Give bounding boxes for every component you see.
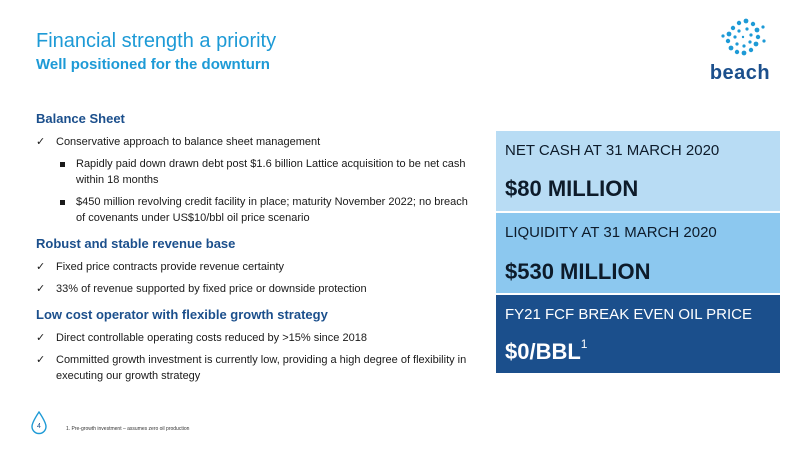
list-item-text: Committed growth investment is currently… [56,354,467,382]
list-item: ✓ Direct controllable operating costs re… [36,330,476,346]
content-column: Balance Sheet ✓ Conservative approach to… [36,111,476,390]
list-item-text: Fixed price contracts provide revenue ce… [56,261,285,273]
metric-box-break-even: FY21 FCF BREAK EVEN OIL PRICE $0/BBL1 [496,295,780,373]
list-item: ✓ Fixed price contracts provide revenue … [36,259,476,275]
metric-value: $530 MILLION [505,259,651,284]
list-item: ✓ 33% of revenue supported by fixed pric… [36,281,476,297]
metric-value-wrap: $0/BBL1 [505,337,588,365]
metric-box-liquidity: LIQUIDITY AT 31 MARCH 2020 $530 MILLION [496,213,780,293]
metric-value: $80 MILLION [505,176,639,201]
footnote: 1. Pre-growth investment – assumes zero … [66,426,190,432]
list-item-text: Direct controllable operating costs redu… [56,332,367,344]
square-bullet-icon [60,162,65,167]
page-title: Financial strength a priority [36,30,277,52]
sun-burst-icon [721,18,766,56]
check-icon: ✓ [36,332,46,344]
section-heading-balance-sheet: Balance Sheet [36,111,125,126]
droplet-icon [31,411,47,435]
sub-list-item-text: $450 million revolving credit facility i… [76,196,468,224]
check-icon: ✓ [36,136,46,148]
page-number: 4 [37,423,41,430]
list-item: ✓ Conservative approach to balance sheet… [36,134,476,150]
sub-list-item-text: Rapidly paid down drawn debt post $1.6 b… [76,158,466,186]
logo-text: beach [709,62,771,84]
metric-label: FY21 FCF BREAK EVEN OIL PRICE [505,306,753,323]
list-item: ✓ Committed growth investment is current… [36,352,476,384]
section-heading-low-cost-operator: Low cost operator with flexible growth s… [36,307,328,322]
list-item-text: Conservative approach to balance sheet m… [56,136,321,148]
square-bullet-icon [60,200,65,205]
section-heading-revenue-base: Robust and stable revenue base [36,236,236,251]
metric-box-net-cash: NET CASH AT 31 MARCH 2020 $80 MILLION [496,131,780,211]
metric-value: $0/BBL [505,339,581,364]
sub-list-item: $450 million revolving credit facility i… [36,194,476,226]
beach-logo: beach [700,16,780,86]
check-icon: ✓ [36,283,46,295]
footnote-ref: 1 [580,337,588,351]
sub-list-item: Rapidly paid down drawn debt post $1.6 b… [36,156,476,188]
list-item-text: 33% of revenue supported by fixed price … [56,283,367,295]
metric-label: LIQUIDITY AT 31 MARCH 2020 [505,224,717,241]
check-icon: ✓ [36,354,46,366]
check-icon: ✓ [36,261,46,273]
metric-label: NET CASH AT 31 MARCH 2020 [505,142,720,159]
page-subtitle: Well positioned for the downturn [36,56,270,73]
